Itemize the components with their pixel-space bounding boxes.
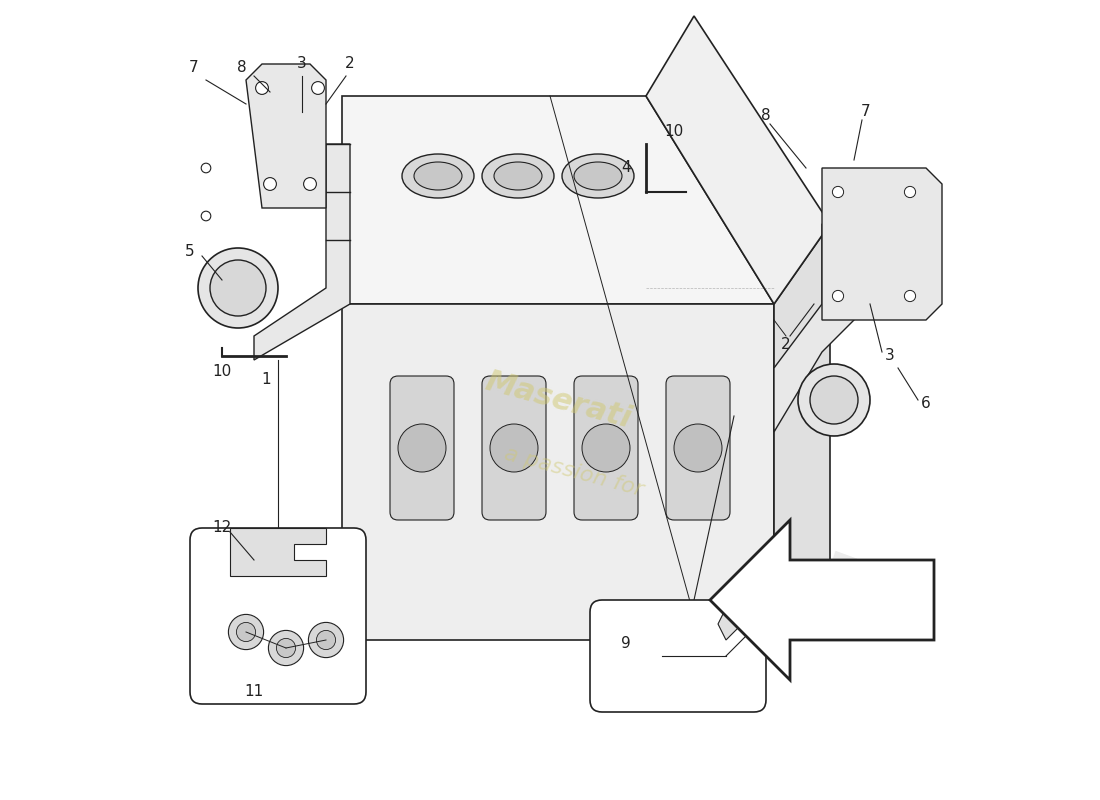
- Text: 8: 8: [761, 109, 771, 123]
- Ellipse shape: [402, 154, 474, 198]
- Text: 11: 11: [244, 685, 264, 699]
- Ellipse shape: [198, 248, 278, 328]
- FancyBboxPatch shape: [574, 376, 638, 520]
- Text: eurocars: eurocars: [638, 270, 830, 370]
- Text: 9: 9: [621, 637, 631, 651]
- Circle shape: [904, 186, 915, 198]
- Circle shape: [201, 211, 211, 221]
- Circle shape: [311, 82, 324, 94]
- Text: 3: 3: [886, 349, 895, 363]
- FancyBboxPatch shape: [190, 528, 366, 704]
- Polygon shape: [246, 64, 326, 208]
- Polygon shape: [822, 168, 942, 320]
- Circle shape: [582, 424, 630, 472]
- FancyBboxPatch shape: [666, 376, 730, 520]
- Polygon shape: [718, 608, 743, 640]
- Text: 7: 7: [861, 105, 871, 119]
- Circle shape: [255, 82, 268, 94]
- FancyBboxPatch shape: [590, 600, 766, 712]
- Ellipse shape: [798, 364, 870, 436]
- Circle shape: [268, 630, 304, 666]
- Ellipse shape: [210, 260, 266, 316]
- Circle shape: [317, 630, 336, 650]
- Polygon shape: [710, 520, 934, 680]
- Text: a passion for: a passion for: [503, 444, 646, 500]
- Circle shape: [904, 290, 915, 302]
- Ellipse shape: [562, 154, 634, 198]
- Ellipse shape: [574, 162, 622, 190]
- Polygon shape: [342, 304, 774, 640]
- FancyBboxPatch shape: [482, 376, 546, 520]
- Polygon shape: [230, 528, 326, 576]
- Circle shape: [490, 424, 538, 472]
- Text: 10: 10: [664, 125, 683, 139]
- Text: 1: 1: [261, 373, 271, 387]
- Circle shape: [398, 424, 446, 472]
- Ellipse shape: [810, 376, 858, 424]
- Text: 2: 2: [781, 337, 791, 351]
- Circle shape: [201, 163, 211, 173]
- Circle shape: [674, 424, 722, 472]
- Ellipse shape: [414, 162, 462, 190]
- Text: 1985: 1985: [716, 514, 864, 606]
- Circle shape: [229, 614, 264, 650]
- Text: Maserati: Maserati: [482, 366, 635, 434]
- Text: 10: 10: [212, 365, 232, 379]
- Text: 2: 2: [345, 57, 355, 71]
- Text: 4: 4: [621, 161, 630, 175]
- Circle shape: [833, 186, 844, 198]
- Text: 5: 5: [185, 245, 195, 259]
- Circle shape: [308, 622, 343, 658]
- Circle shape: [833, 290, 844, 302]
- Polygon shape: [774, 224, 854, 432]
- Circle shape: [276, 638, 296, 658]
- Polygon shape: [342, 96, 774, 304]
- Polygon shape: [774, 224, 830, 640]
- Text: 6: 6: [921, 397, 931, 411]
- FancyBboxPatch shape: [390, 376, 454, 520]
- Text: 8: 8: [238, 61, 246, 75]
- Circle shape: [264, 178, 276, 190]
- Text: 12: 12: [212, 521, 232, 535]
- Text: 3: 3: [297, 57, 307, 71]
- Polygon shape: [646, 16, 830, 304]
- Ellipse shape: [482, 154, 554, 198]
- Ellipse shape: [494, 162, 542, 190]
- Polygon shape: [254, 144, 350, 360]
- Circle shape: [236, 622, 255, 642]
- Circle shape: [304, 178, 317, 190]
- Text: 7: 7: [189, 61, 199, 75]
